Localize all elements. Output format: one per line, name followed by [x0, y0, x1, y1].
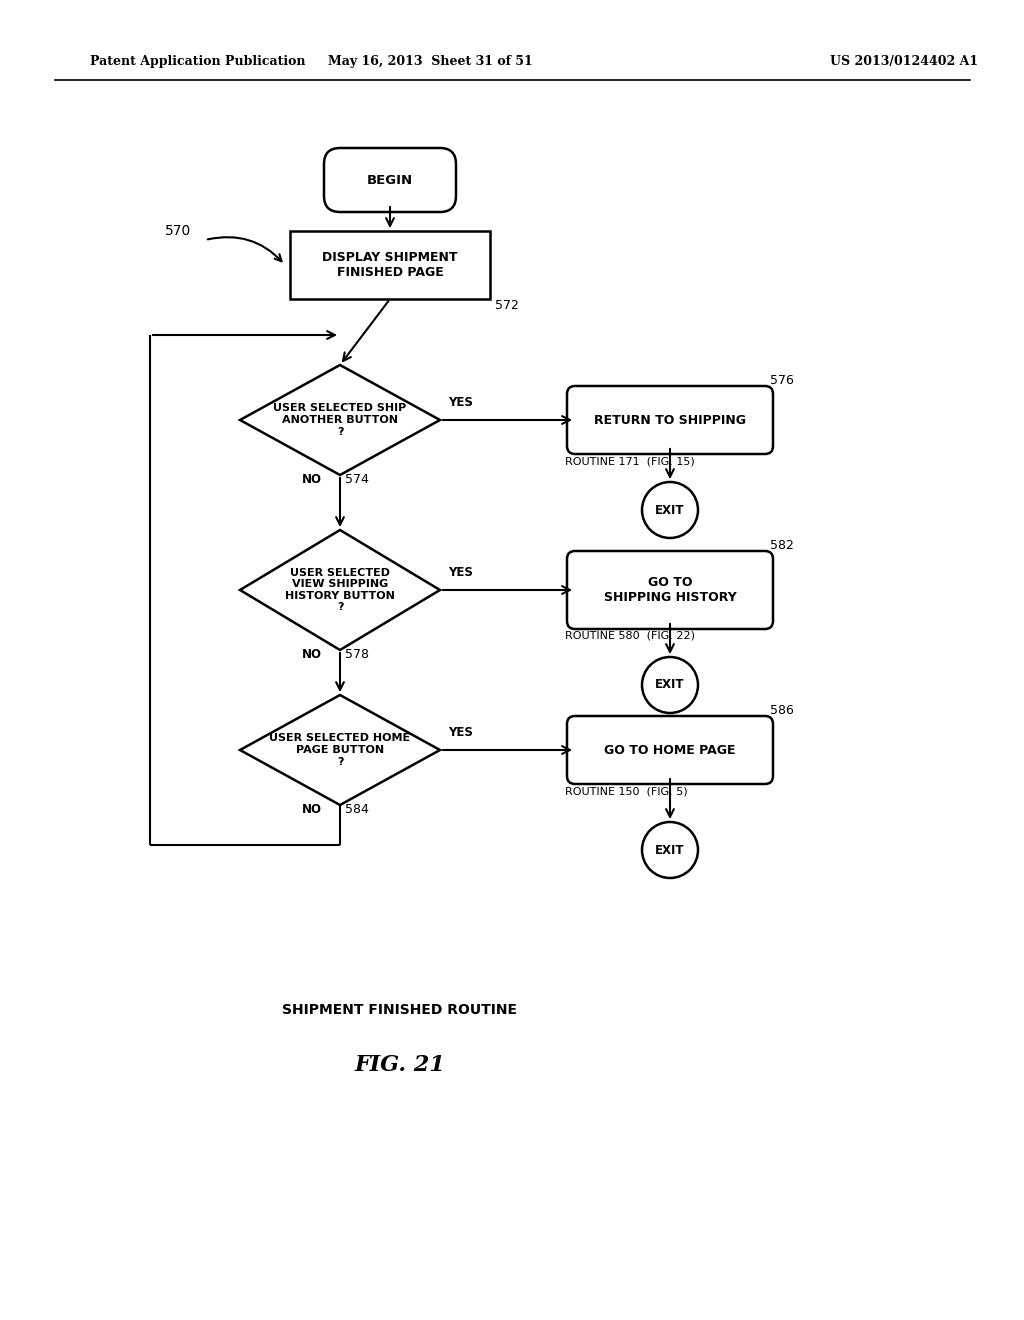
FancyBboxPatch shape — [567, 385, 773, 454]
Text: RETURN TO SHIPPING: RETURN TO SHIPPING — [594, 413, 746, 426]
Circle shape — [642, 482, 698, 539]
Text: NO: NO — [302, 648, 322, 661]
Text: May 16, 2013  Sheet 31 of 51: May 16, 2013 Sheet 31 of 51 — [328, 55, 532, 69]
Circle shape — [642, 657, 698, 713]
Polygon shape — [240, 696, 440, 805]
Text: USER SELECTED HOME
PAGE BUTTON
?: USER SELECTED HOME PAGE BUTTON ? — [269, 734, 411, 767]
Circle shape — [642, 822, 698, 878]
Text: FIG. 21: FIG. 21 — [354, 1053, 445, 1076]
Text: YES: YES — [449, 566, 473, 579]
FancyBboxPatch shape — [567, 550, 773, 630]
Bar — [290, 231, 490, 300]
Text: NO: NO — [302, 803, 322, 816]
Text: ROUTINE 171  (FIG. 15): ROUTINE 171 (FIG. 15) — [565, 455, 694, 466]
Text: USER SELECTED SHIP
ANOTHER BUTTON
?: USER SELECTED SHIP ANOTHER BUTTON ? — [273, 404, 407, 437]
Text: 578: 578 — [345, 648, 369, 661]
Polygon shape — [240, 366, 440, 475]
Text: 572: 572 — [495, 300, 519, 312]
Text: 576: 576 — [770, 374, 794, 387]
Text: EXIT: EXIT — [655, 843, 685, 857]
Text: 574: 574 — [345, 473, 369, 486]
Text: YES: YES — [449, 726, 473, 739]
Text: GO TO
SHIPPING HISTORY: GO TO SHIPPING HISTORY — [603, 576, 736, 605]
Text: ROUTINE 150  (FIG. 5): ROUTINE 150 (FIG. 5) — [565, 785, 688, 796]
Text: 582: 582 — [770, 539, 794, 552]
Text: US 2013/0124402 A1: US 2013/0124402 A1 — [830, 55, 978, 69]
Text: DISPLAY SHIPMENT
FINISHED PAGE: DISPLAY SHIPMENT FINISHED PAGE — [323, 251, 458, 279]
Text: BEGIN: BEGIN — [367, 173, 413, 186]
Polygon shape — [240, 531, 440, 649]
Text: ROUTINE 580  (FIG. 22): ROUTINE 580 (FIG. 22) — [565, 631, 695, 642]
Text: Patent Application Publication: Patent Application Publication — [90, 55, 305, 69]
Text: EXIT: EXIT — [655, 503, 685, 516]
FancyBboxPatch shape — [567, 715, 773, 784]
Text: 586: 586 — [770, 704, 794, 717]
Text: GO TO HOME PAGE: GO TO HOME PAGE — [604, 743, 736, 756]
Text: EXIT: EXIT — [655, 678, 685, 692]
Text: 570: 570 — [165, 224, 191, 238]
Text: 584: 584 — [345, 803, 369, 816]
Text: USER SELECTED
VIEW SHIPPING
HISTORY BUTTON
?: USER SELECTED VIEW SHIPPING HISTORY BUTT… — [285, 568, 395, 612]
FancyBboxPatch shape — [324, 148, 456, 213]
Text: SHIPMENT FINISHED ROUTINE: SHIPMENT FINISHED ROUTINE — [283, 1003, 517, 1016]
Text: NO: NO — [302, 473, 322, 486]
Text: YES: YES — [449, 396, 473, 409]
